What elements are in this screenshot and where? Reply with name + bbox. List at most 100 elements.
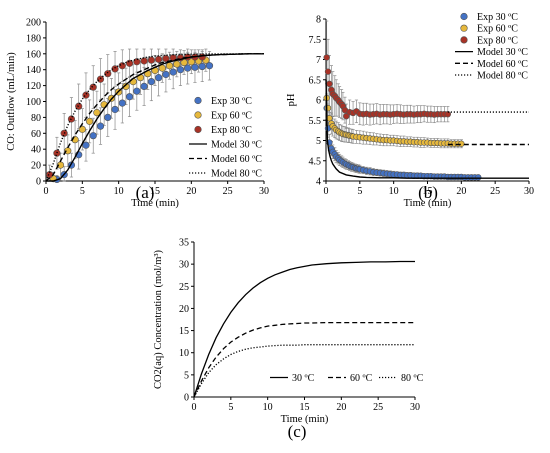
data-point-exp30: [162, 70, 170, 79]
y-tick-label: 140: [26, 65, 41, 76]
legend-label: Model 30 ºC: [477, 47, 528, 58]
legend-label: Exp 80 ºC: [211, 125, 252, 136]
series-line-solid: [325, 79, 529, 179]
legend-label: Model 80 ºC: [211, 169, 262, 180]
data-point-exp80: [104, 70, 112, 78]
data-point-exp30: [184, 64, 192, 72]
y-tick-label: 80: [31, 113, 41, 124]
series-line-solid: [46, 53, 264, 182]
x-tick-label: 25: [223, 186, 233, 197]
data-point-exp80: [162, 54, 170, 63]
y-tick-label: 40: [31, 145, 41, 156]
y-tick-label: 20: [31, 161, 41, 172]
y-tick-label: 10: [179, 348, 189, 359]
data-point-exp30: [176, 66, 185, 74]
y-tick-label: 100: [26, 97, 41, 108]
data-point-exp80: [444, 110, 451, 118]
y-tick-label: 30: [179, 260, 189, 271]
y-tick-label: 15: [179, 326, 189, 337]
data-point-exp80: [155, 55, 163, 63]
x-tick-label: 30: [410, 402, 420, 413]
x-tick-label: 0: [324, 186, 329, 197]
legend-marker: [194, 111, 202, 119]
data-point-exp30: [89, 132, 97, 140]
y-tick-label: 0: [36, 177, 41, 188]
data-point-exp30: [198, 62, 206, 71]
y-tick-label: 0: [184, 393, 189, 404]
y-tick-label: 5.5: [309, 116, 322, 127]
x-axis-label: Time (min): [131, 198, 179, 209]
legend-label: Exp 30 ºC: [477, 12, 518, 23]
data-point-exp80: [343, 112, 350, 120]
legend-label: Model 80 ºC: [477, 71, 528, 82]
x-tick-label: 25: [373, 402, 383, 413]
legend-marker: [460, 36, 468, 44]
y-axis-label: CO: Outflow (mL/min): [6, 52, 17, 151]
legend-label: 80 ºC: [401, 373, 424, 384]
x-tick-label: 5: [228, 402, 233, 413]
data-point-exp60: [93, 109, 101, 117]
data-point-exp30: [169, 68, 177, 76]
data-point-exp80: [147, 56, 155, 64]
y-tick-label: 60: [31, 129, 41, 140]
y-tick-label: 7.5: [309, 35, 322, 46]
legend-label: Model 60 ºC: [477, 59, 528, 70]
y-tick-label: 6.5: [309, 75, 322, 86]
data-point-exp30: [155, 74, 163, 82]
panel-b-chart: 0 5 10 15 20 25 30 4 4.5 5 5.5 6 6.5 7 7.5 8 Time (min) p…: [286, 12, 534, 209]
data-point-exp80: [118, 62, 126, 70]
series-line-dotted: [45, 53, 264, 182]
legend-marker: [460, 12, 468, 21]
series-line-dotted: [193, 344, 415, 398]
panel-label: (c): [288, 422, 307, 441]
data-point-exp60: [78, 125, 86, 133]
legend-label: 30 ºC: [292, 373, 315, 384]
x-tick-label: 30: [259, 186, 269, 197]
y-tick-label: 20: [179, 304, 189, 315]
data-point-exp60: [122, 82, 130, 90]
y-tick-label: 5: [316, 136, 321, 147]
series-line-dashed: [193, 321, 415, 398]
data-point-exp80: [140, 57, 148, 65]
y-tick-label: 35: [179, 238, 189, 249]
data-point-exp80: [89, 83, 97, 91]
y-axis-label: CO2(aq) Concentration (mol/m³): [153, 249, 164, 389]
data-point-exp30: [82, 141, 90, 149]
y-tick-label: 200: [26, 18, 41, 29]
data-point-exp60: [165, 62, 174, 70]
data-point-exp30: [205, 62, 214, 70]
y-tick-label: 6: [316, 96, 321, 107]
x-tick-label: 25: [490, 186, 500, 197]
data-point-exp30: [475, 174, 482, 181]
data-point-exp60: [173, 60, 181, 68]
panel-a-chart: 0 5 10 15 20 25 30 0 20 40 60 80 100 120 140 160 180 200 T…: [6, 18, 269, 210]
data-point-exp80: [82, 91, 90, 99]
data-point-exp60: [458, 140, 465, 147]
data-point-exp80: [323, 54, 330, 61]
legend-label: Exp 60 ºC: [477, 24, 518, 35]
x-tick-label: 10: [389, 186, 399, 197]
legend-label: Model 30 ºC: [211, 140, 262, 151]
legend-label: Model 60 ºC: [211, 154, 262, 165]
x-tick-label: 0: [44, 186, 49, 197]
y-tick-label: 4.5: [309, 156, 322, 167]
y-tick-label: 25: [179, 282, 189, 293]
data-point-exp30: [133, 87, 141, 95]
y-tick-label: 7: [316, 55, 321, 66]
data-point-exp80: [53, 149, 61, 157]
y-tick-label: 5: [184, 370, 189, 381]
data-point-exp80: [96, 75, 105, 83]
data-point-exp80: [125, 59, 134, 67]
x-axis-label: Time (min): [281, 414, 329, 425]
x-tick-label: 10: [114, 186, 124, 197]
legend-marker: [194, 125, 202, 134]
data-point-exp30: [125, 93, 134, 101]
data-point-exp30: [140, 82, 148, 90]
panel-label: (b): [418, 183, 438, 202]
x-tick-label: 0: [192, 402, 197, 413]
x-tick-label: 15: [423, 186, 433, 197]
legend-label: Exp 60 ºC: [211, 111, 252, 122]
data-point-exp30: [111, 105, 119, 114]
legend-label: 60 ºC: [350, 373, 373, 384]
